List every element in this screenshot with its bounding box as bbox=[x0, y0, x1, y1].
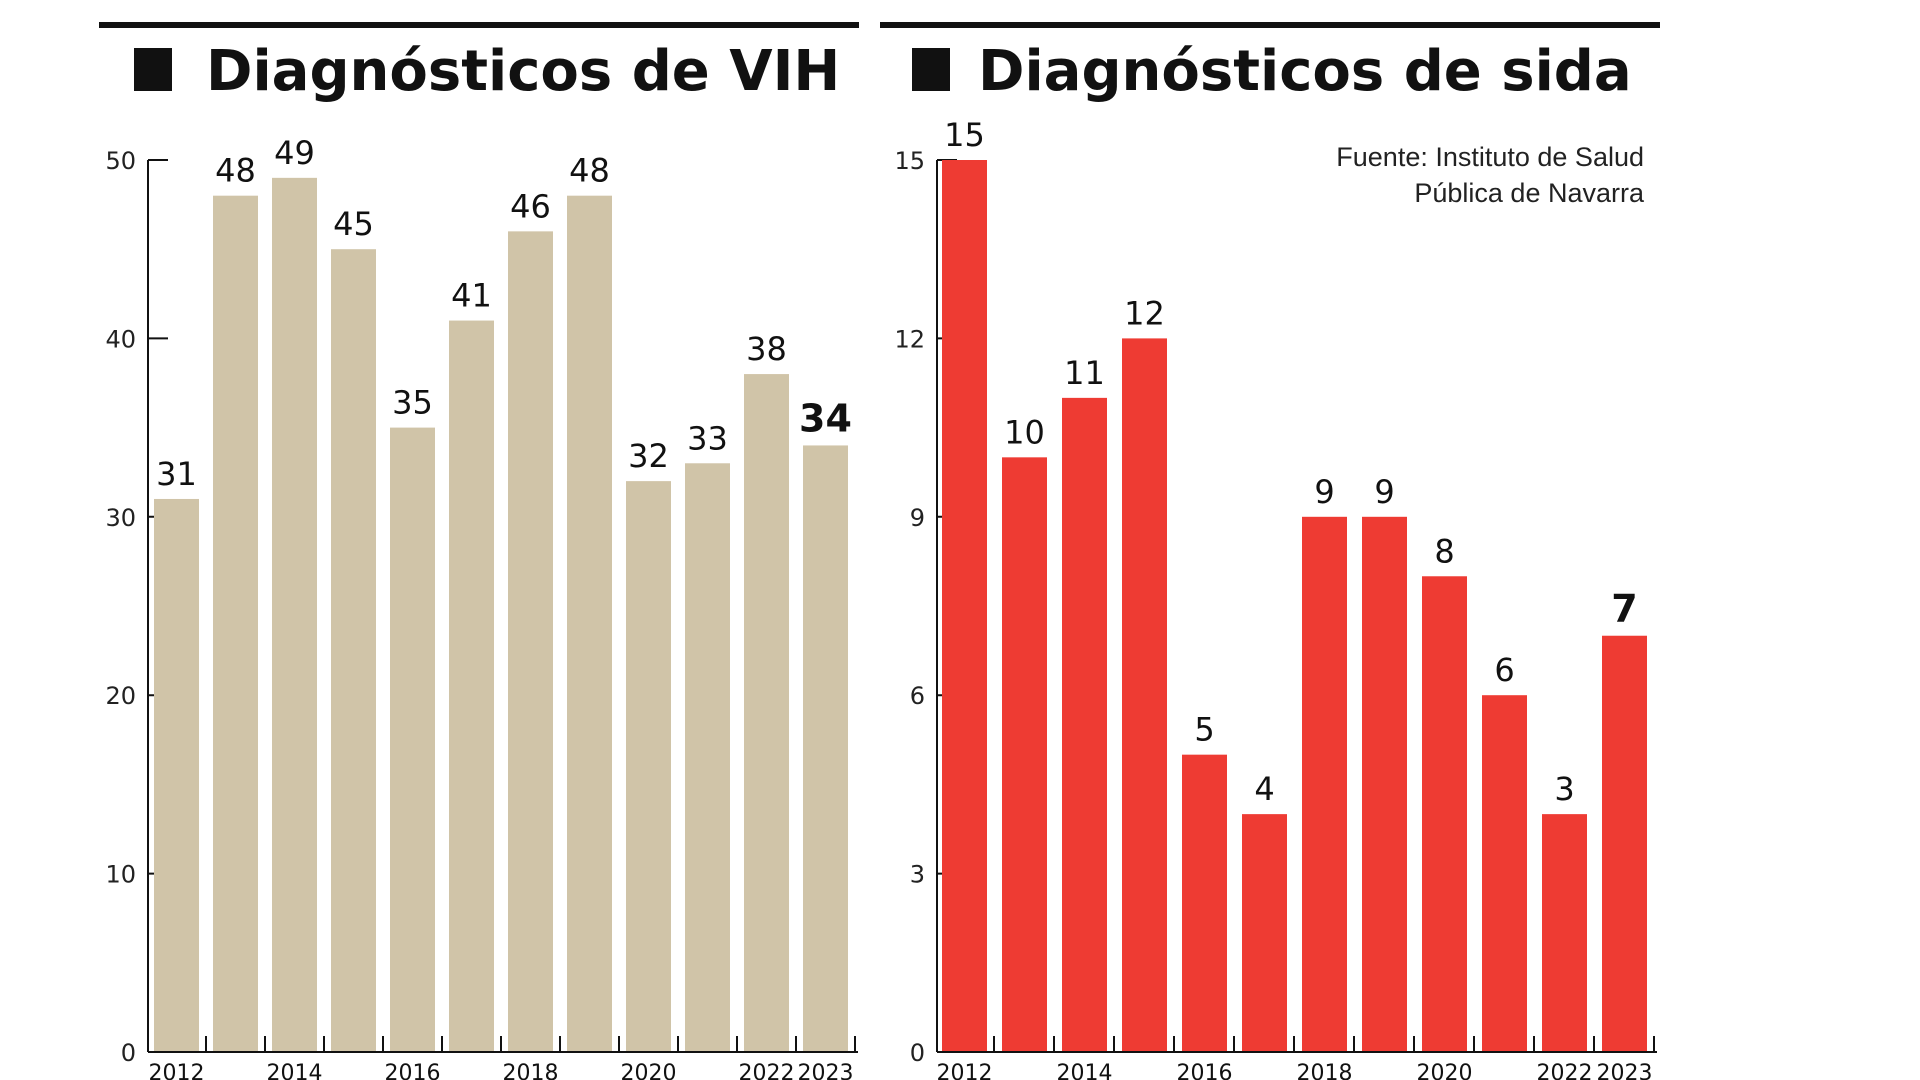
y-tick-label: 6 bbox=[910, 682, 925, 710]
value-label: 4 bbox=[1254, 770, 1274, 808]
title-square-marker bbox=[912, 48, 950, 91]
y-tick-label: 0 bbox=[910, 1039, 925, 1067]
x-tick-label: 2023 bbox=[1597, 1061, 1653, 1080]
x-tick-label: 2020 bbox=[621, 1061, 677, 1080]
value-label: 48 bbox=[215, 152, 256, 190]
x-tick-label: 2023 bbox=[798, 1061, 854, 1080]
bar-2016 bbox=[390, 427, 435, 1053]
y-tick-label: 30 bbox=[105, 504, 136, 532]
value-label: 12 bbox=[1124, 294, 1165, 332]
source-annotation: Fuente: Instituto de Salud bbox=[1336, 142, 1644, 172]
x-tick-label: 2012 bbox=[937, 1061, 993, 1080]
value-label: 15 bbox=[944, 116, 985, 154]
bar-2014 bbox=[1062, 397, 1107, 1052]
chart-title: Diagnósticos de sida bbox=[978, 39, 1632, 104]
x-tick-label: 2018 bbox=[503, 1061, 559, 1080]
value-label: 38 bbox=[746, 330, 787, 368]
y-tick-label: 40 bbox=[105, 325, 136, 353]
x-tick-label: 2014 bbox=[1057, 1061, 1113, 1080]
chart-panel-2: Diagnósticos de sida Fuente: Instituto de… bbox=[880, 22, 1660, 1080]
value-label: 48 bbox=[569, 152, 610, 190]
y-tick-label: 50 bbox=[105, 147, 136, 175]
source-annotation: Pública de Navarra bbox=[1414, 178, 1645, 208]
x-tick-label: 2020 bbox=[1417, 1061, 1473, 1080]
bar-2017 bbox=[1242, 814, 1287, 1052]
x-tick-label: 2014 bbox=[267, 1061, 323, 1080]
bar-2012 bbox=[942, 160, 987, 1052]
value-label: 34 bbox=[799, 396, 852, 440]
value-label: 9 bbox=[1314, 473, 1334, 511]
y-tick-label: 15 bbox=[894, 147, 925, 175]
x-tick-label: 2022 bbox=[1537, 1061, 1593, 1080]
bar-2013 bbox=[213, 195, 258, 1052]
bar-2019 bbox=[1362, 516, 1407, 1052]
bar-2020 bbox=[626, 481, 671, 1052]
bar-2015 bbox=[1122, 338, 1167, 1052]
x-tick-label: 2016 bbox=[1177, 1061, 1233, 1080]
bar-2012 bbox=[154, 498, 199, 1053]
value-label: 41 bbox=[451, 277, 492, 315]
x-tick-label: 2018 bbox=[1297, 1061, 1353, 1080]
y-tick-label: 12 bbox=[894, 325, 925, 353]
x-tick-label: 2016 bbox=[385, 1061, 441, 1080]
bar-2023 bbox=[1602, 635, 1647, 1052]
y-tick-label: 20 bbox=[105, 682, 136, 710]
value-label: 10 bbox=[1004, 413, 1045, 451]
y-tick-label: 3 bbox=[910, 861, 925, 889]
value-label: 8 bbox=[1434, 532, 1454, 570]
value-label: 33 bbox=[687, 419, 728, 457]
value-label: 32 bbox=[628, 437, 669, 475]
x-tick-label: 2022 bbox=[739, 1061, 795, 1080]
value-label: 31 bbox=[156, 455, 197, 493]
bar-2014 bbox=[272, 177, 317, 1053]
bar-2013 bbox=[1002, 457, 1047, 1052]
value-label: 9 bbox=[1374, 473, 1394, 511]
value-label: 49 bbox=[274, 134, 315, 172]
bar-2022 bbox=[1542, 814, 1587, 1052]
y-tick-label: 9 bbox=[910, 504, 925, 532]
x-tick-label: 2012 bbox=[149, 1061, 205, 1080]
bar-2022 bbox=[744, 374, 789, 1053]
bar-2016 bbox=[1182, 754, 1227, 1052]
chart-panel-1: Diagnósticos de VIH 0 10 20 30 40 50 31 48 49 45 35… bbox=[99, 22, 859, 1080]
bar-2015 bbox=[331, 249, 376, 1052]
bar-2017 bbox=[449, 320, 494, 1052]
value-label: 46 bbox=[510, 187, 551, 225]
bar-2018 bbox=[1302, 516, 1347, 1052]
bar-2021 bbox=[685, 463, 730, 1052]
bar-2021 bbox=[1482, 695, 1527, 1052]
y-tick-label: 10 bbox=[105, 861, 136, 889]
y-tick-label: 0 bbox=[121, 1039, 136, 1067]
bar-2018 bbox=[508, 231, 553, 1053]
chart-title: Diagnósticos de VIH bbox=[206, 39, 840, 104]
bar-2023 bbox=[803, 445, 848, 1052]
value-label: 6 bbox=[1494, 651, 1514, 689]
title-square-marker bbox=[134, 48, 172, 91]
value-label: 5 bbox=[1194, 711, 1214, 749]
bar-2019 bbox=[567, 195, 612, 1052]
value-label: 35 bbox=[392, 384, 433, 422]
value-label: 45 bbox=[333, 205, 374, 243]
value-label: 7 bbox=[1611, 587, 1637, 631]
bar-2020 bbox=[1422, 576, 1467, 1052]
value-label: 3 bbox=[1554, 770, 1574, 808]
value-label: 11 bbox=[1064, 354, 1105, 392]
